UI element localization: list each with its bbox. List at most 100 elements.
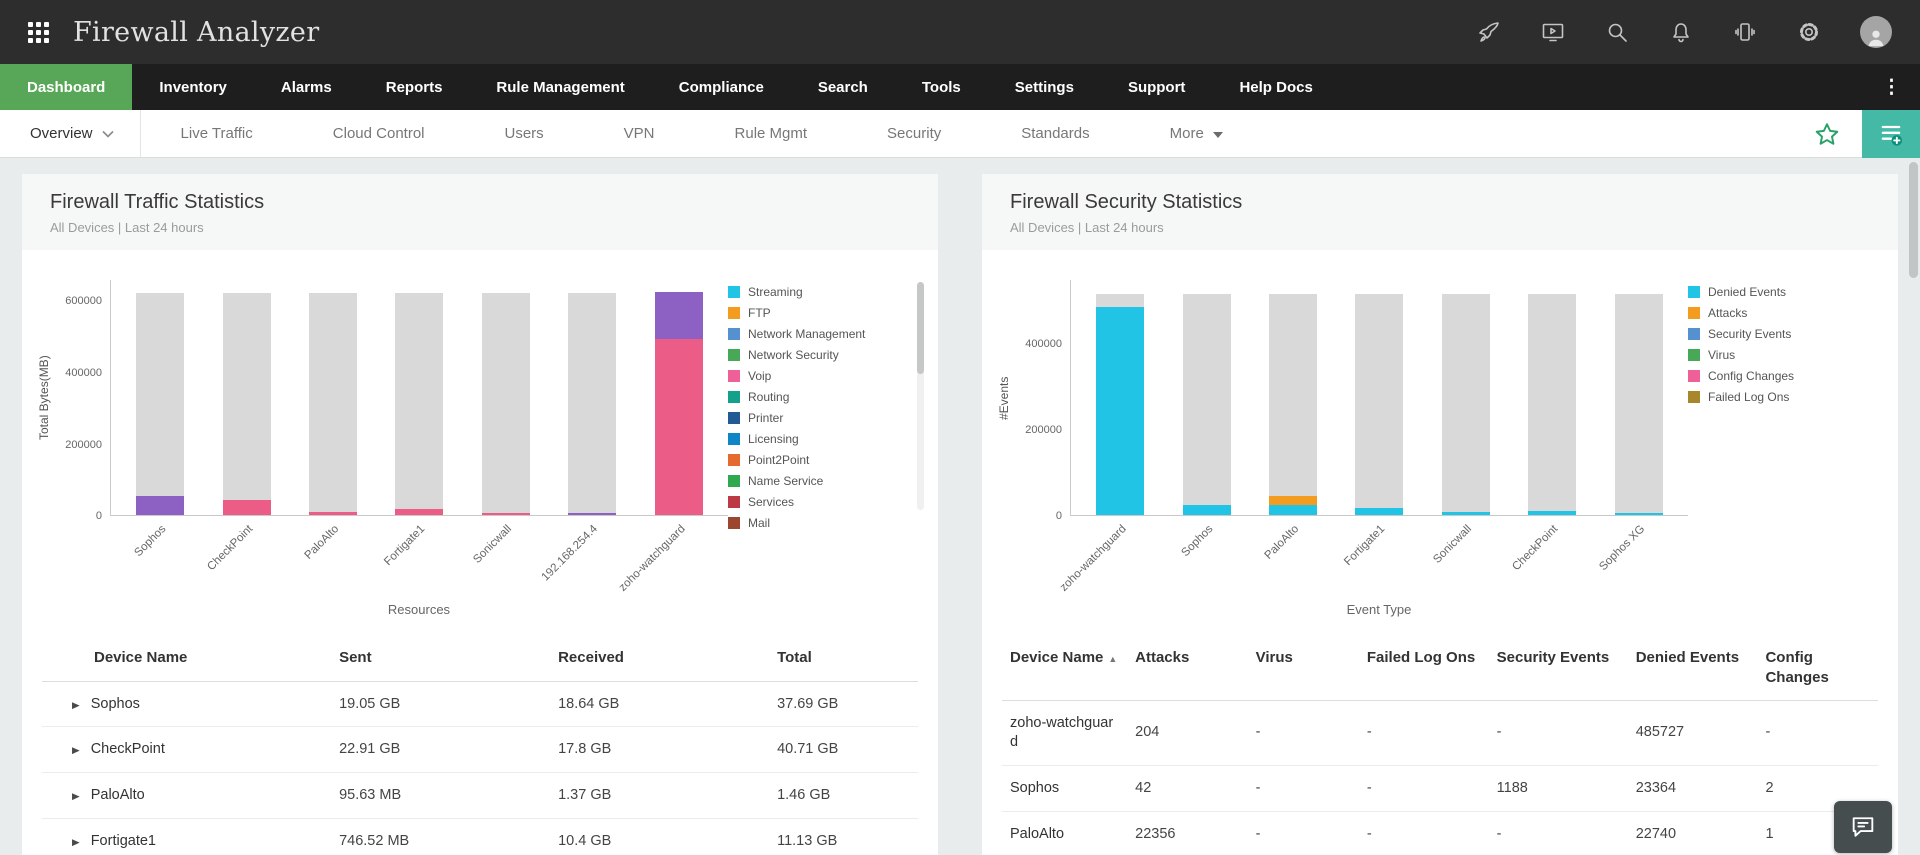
legend-item-mail[interactable]: Mail — [728, 516, 909, 530]
nav-item-settings[interactable]: Settings — [1014, 78, 1074, 96]
table-row-sophos[interactable]: ▶ Sophos 19.05 GB 18.64 GB 37.69 GB — [42, 681, 918, 728]
legend-item-attacks[interactable]: Attacks — [1688, 306, 1884, 320]
expand-row-icon[interactable]: ▶ — [72, 700, 80, 710]
table-row-zoho-watchguard[interactable]: zoho-watchguard 204- - -485727- — [1002, 700, 1878, 766]
legend-item-name-service[interactable]: Name Service — [728, 474, 909, 488]
search-icon[interactable] — [1604, 19, 1630, 45]
bar-checkpoint[interactable] — [222, 293, 271, 515]
expand-row-icon[interactable]: ▶ — [72, 791, 80, 802]
bar-fortigate1[interactable] — [1355, 294, 1404, 515]
bar-segment-pink-segment — [222, 499, 271, 515]
subtab-live-traffic[interactable]: Live Traffic — [141, 110, 293, 157]
table-row-fortigate1[interactable]: ▶ Fortigate1 746.52 MB 10.4 GB 11.13 GB — [42, 818, 918, 855]
bar-sophos-xg[interactable] — [1614, 294, 1663, 515]
vertical-scrollbar[interactable] — [1909, 162, 1918, 278]
bar-zoho-watchguard[interactable] — [654, 291, 703, 515]
nav-item-alarms[interactable]: Alarms — [280, 78, 332, 96]
column-header-config-changes[interactable]: Config Changes — [1757, 635, 1878, 701]
nav-item-help-docs[interactable]: Help Docs — [1239, 78, 1313, 96]
subtab-cloud-control[interactable]: Cloud Control — [293, 110, 465, 157]
legend-item-point2point[interactable]: Point2Point — [728, 453, 909, 467]
sort-ascending-icon[interactable]: ▲ — [1108, 654, 1118, 664]
chart-firewall-security-statistics: #Events 0 200000 400000 zoho-watchguard Sopho… — [982, 250, 1898, 631]
nav-item-dashboard[interactable]: Dashboard — [0, 64, 133, 110]
expand-row-icon[interactable]: ▶ — [72, 837, 80, 848]
nav-item-inventory[interactable]: Inventory — [159, 78, 227, 96]
column-header-device-name[interactable]: Device Name ▲ — [1002, 635, 1128, 701]
legend-item-config-changes[interactable]: Config Changes — [1688, 369, 1884, 383]
bar-segment-other — [1614, 294, 1663, 514]
subtab-more[interactable]: More — [1130, 110, 1263, 157]
nav-item-reports[interactable]: Reports — [385, 78, 443, 96]
dashboard-subnav: Overview Live Traffic Cloud Control Users VP… — [0, 109, 1920, 158]
legend-item-licensing[interactable]: Licensing — [728, 432, 909, 446]
support-chat-button[interactable] — [1834, 801, 1892, 853]
nav-item-support[interactable]: Support — [1127, 78, 1186, 96]
legend-item-network-management[interactable]: Network Management — [728, 327, 909, 341]
legend-item-security-events[interactable]: Security Events — [1688, 327, 1884, 341]
favorite-star-icon[interactable] — [1814, 121, 1840, 147]
table-row-checkpoint[interactable]: ▶ CheckPoint 22.91 GB 17.8 GB 40.71 GB — [42, 726, 918, 774]
nav-item-compliance[interactable]: Compliance — [678, 78, 764, 96]
legend-item-network-security[interactable]: Network Security — [728, 348, 909, 362]
bar-segment-pink-segment — [309, 512, 358, 515]
table-row-paloalto[interactable]: ▶ PaloAlto 95.63 MB 1.37 GB 1.46 GB — [42, 772, 918, 820]
legend-item-failed-log-ons[interactable]: Failed Log Ons — [1688, 390, 1884, 404]
bar-paloalto[interactable] — [309, 293, 358, 515]
settings-gear-icon[interactable] — [1796, 19, 1822, 45]
legend-label: Printer — [748, 411, 784, 425]
bar-zoho-watchguard[interactable] — [1096, 294, 1145, 515]
subtab-standards[interactable]: Standards — [981, 110, 1129, 157]
column-header-failed-log-ons[interactable]: Failed Log Ons — [1358, 635, 1489, 701]
subtab-security[interactable]: Security — [847, 110, 981, 157]
nav-item-search[interactable]: Search — [817, 78, 868, 96]
legend-item-voip[interactable]: Voip — [728, 369, 909, 383]
table-row-paloalto[interactable]: PaloAlto 22356- - -22740 1 — [1002, 811, 1878, 855]
legend-item-printer[interactable]: Printer — [728, 411, 909, 425]
column-header-received[interactable]: Received — [550, 635, 770, 682]
subtab-overview[interactable]: Overview — [0, 110, 141, 157]
legend-item-routing[interactable]: Routing — [728, 390, 909, 404]
subtab-vpn[interactable]: VPN — [584, 110, 695, 157]
bar-sonicwall[interactable] — [1441, 294, 1490, 515]
column-header-total[interactable]: Total — [769, 635, 918, 682]
legend-item-ftp[interactable]: FTP — [728, 306, 909, 320]
column-header-security-events[interactable]: Security Events — [1488, 635, 1628, 701]
notifications-bell-icon[interactable] — [1668, 19, 1694, 45]
column-header-device-name[interactable]: Device Name — [42, 635, 332, 682]
column-header-denied-events[interactable]: Denied Events — [1627, 635, 1758, 701]
column-header-virus[interactable]: Virus — [1247, 635, 1359, 701]
bar-fortigate1[interactable] — [395, 293, 444, 515]
bar-sophos[interactable] — [1182, 294, 1231, 515]
legend-item-services[interactable]: Services — [728, 495, 909, 509]
nav-item-tools[interactable]: Tools — [921, 78, 961, 96]
legend-item-denied-events[interactable]: Denied Events — [1688, 285, 1884, 299]
mobile-access-icon[interactable] — [1732, 19, 1758, 45]
bar-sonicwall[interactable] — [481, 293, 530, 515]
legend-label: Streaming — [748, 285, 803, 299]
legend-item-virus[interactable]: Virus — [1688, 348, 1884, 362]
add-widget-button[interactable] — [1862, 109, 1920, 158]
column-header-attacks[interactable]: Attacks — [1127, 635, 1248, 701]
kebab-menu-icon[interactable]: ⋮ — [1882, 76, 1902, 98]
value-cell: - — [1247, 811, 1359, 855]
live-demo-screen-icon[interactable] — [1540, 19, 1566, 45]
user-avatar[interactable] — [1860, 16, 1892, 48]
y-tick-label: 0 — [1055, 510, 1062, 522]
subtab-rule-mgmt[interactable]: Rule Mgmt — [695, 110, 848, 157]
device-name: Fortigate1 — [90, 833, 156, 850]
bar-paloalto[interactable] — [1269, 294, 1318, 515]
legend-scrollbar[interactable] — [917, 282, 924, 510]
bar-checkpoint[interactable] — [1528, 294, 1577, 515]
subtab-users[interactable]: Users — [465, 110, 584, 157]
nav-item-rule-management[interactable]: Rule Management — [496, 78, 625, 96]
expand-row-icon[interactable]: ▶ — [72, 745, 80, 756]
table-row-sophos[interactable]: Sophos 42- -1188 23364 2 — [1002, 765, 1878, 812]
bar-sophos[interactable] — [136, 293, 185, 515]
legend-item-streaming[interactable]: Streaming — [728, 285, 909, 299]
panel-firewall-security-statistics: Firewall Security Statistics All Devices … — [982, 174, 1898, 855]
column-header-sent[interactable]: Sent — [331, 635, 551, 682]
apps-grid-icon[interactable] — [28, 21, 49, 43]
rocket-icon[interactable] — [1476, 19, 1502, 45]
bar-192-168-254-4[interactable] — [568, 293, 617, 515]
